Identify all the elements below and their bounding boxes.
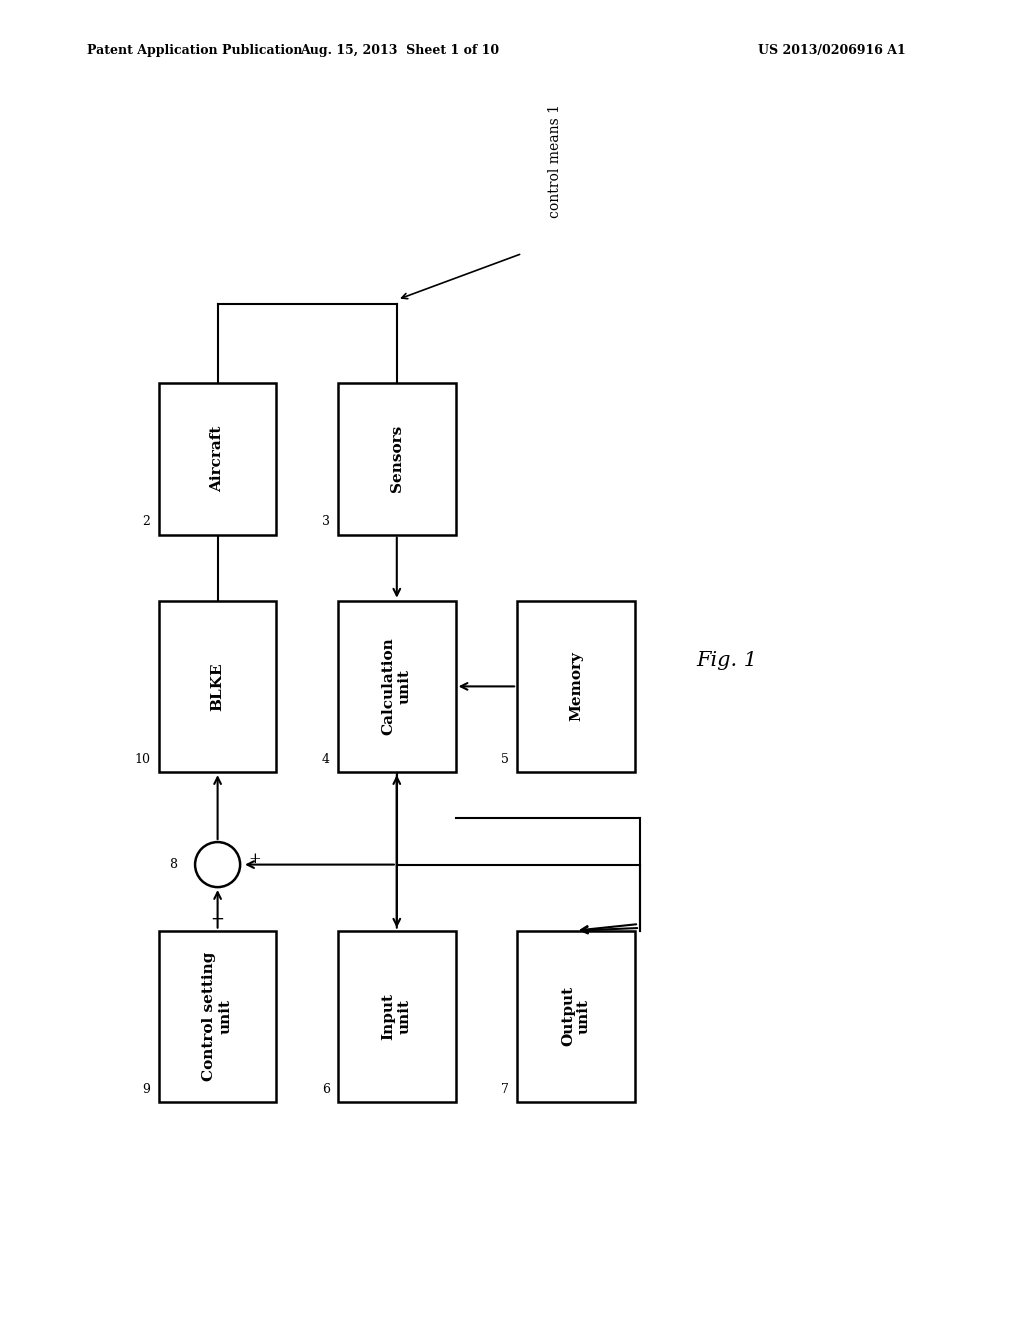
Text: −: − <box>211 911 224 928</box>
Text: 5: 5 <box>501 752 509 766</box>
Text: +: + <box>248 853 261 866</box>
Text: Calculation
unit: Calculation unit <box>382 638 412 735</box>
Text: 7: 7 <box>501 1082 509 1096</box>
Bar <box>159 601 276 772</box>
Bar <box>517 601 635 772</box>
Text: 10: 10 <box>134 752 151 766</box>
Text: Input
unit: Input unit <box>382 993 412 1040</box>
Bar <box>517 931 635 1102</box>
Bar <box>338 383 456 535</box>
Text: Aircraft: Aircraft <box>211 425 224 492</box>
Text: Aug. 15, 2013  Sheet 1 of 10: Aug. 15, 2013 Sheet 1 of 10 <box>300 44 499 57</box>
Text: 9: 9 <box>142 1082 151 1096</box>
Text: 6: 6 <box>322 1082 330 1096</box>
Text: Control setting
unit: Control setting unit <box>203 952 232 1081</box>
Bar <box>159 931 276 1102</box>
Text: Memory: Memory <box>569 652 583 721</box>
Bar <box>159 383 276 535</box>
Text: 4: 4 <box>322 752 330 766</box>
Text: Fig. 1: Fig. 1 <box>696 651 758 669</box>
Text: BLKE: BLKE <box>211 663 224 710</box>
Text: Output
unit: Output unit <box>561 986 591 1047</box>
Bar <box>338 601 456 772</box>
Text: 8: 8 <box>169 858 177 871</box>
Text: Patent Application Publication: Patent Application Publication <box>87 44 302 57</box>
Text: 2: 2 <box>142 515 151 528</box>
Text: Sensors: Sensors <box>390 425 403 492</box>
Text: US 2013/0206916 A1: US 2013/0206916 A1 <box>758 44 905 57</box>
Text: 3: 3 <box>322 515 330 528</box>
Text: control means 1: control means 1 <box>548 104 562 218</box>
Ellipse shape <box>195 842 240 887</box>
Bar <box>338 931 456 1102</box>
